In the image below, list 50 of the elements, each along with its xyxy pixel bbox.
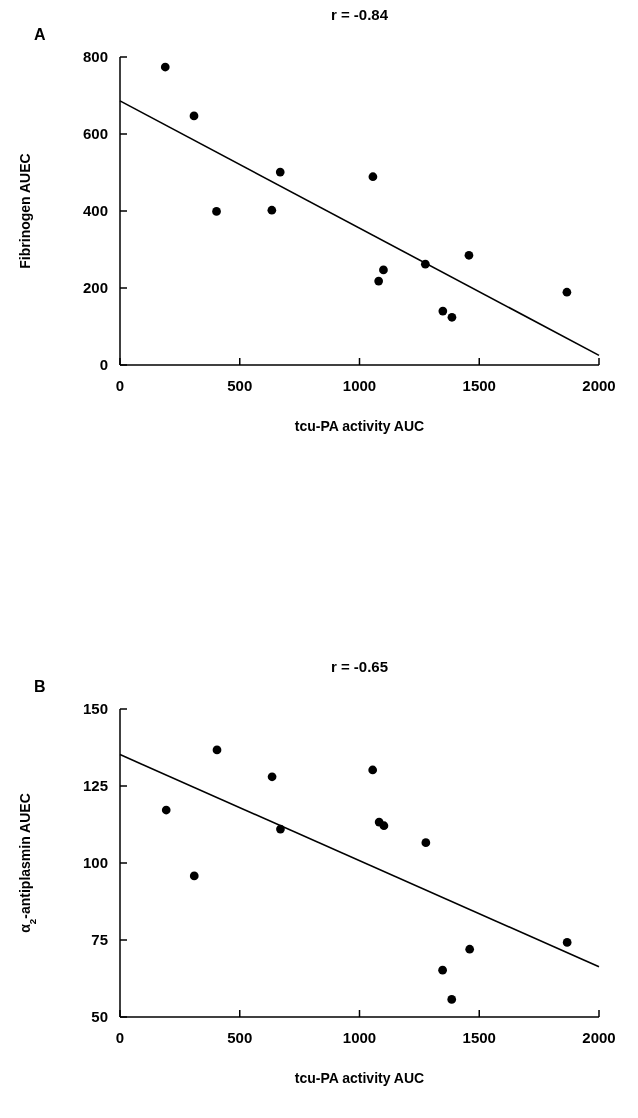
x-tick-label: 0 [115, 377, 125, 394]
point [368, 765, 378, 775]
x-tick-label: 0 [115, 1029, 125, 1046]
x-tick-label: 1500 [462, 377, 496, 394]
point [189, 871, 199, 881]
point [275, 167, 285, 177]
point [189, 111, 199, 121]
point [160, 62, 170, 72]
x-tick-label: 1000 [342, 377, 377, 394]
point [562, 938, 572, 947]
point [464, 250, 474, 260]
point [447, 995, 457, 1004]
point [447, 312, 457, 322]
point [379, 265, 388, 275]
y-tick-label: 600 [82, 125, 108, 143]
point [161, 805, 171, 815]
x-tick-label: 500 [227, 1029, 253, 1046]
y-tick-label: 150 [82, 700, 108, 718]
x-tick-label: 1000 [342, 1029, 377, 1046]
x-axis-title: tcu-PA activity AUC [294, 418, 425, 434]
point [212, 207, 221, 216]
y-tick-label: 75 [91, 931, 108, 949]
point [212, 745, 222, 755]
point [267, 205, 277, 215]
y-tick-label: 50 [91, 1008, 108, 1026]
x-tick-label: 500 [227, 377, 253, 394]
y-tick-label: 200 [82, 279, 108, 297]
point [379, 821, 389, 831]
y-tick-label: 0 [99, 356, 108, 374]
point [421, 838, 431, 848]
y-tick-label: 400 [82, 202, 108, 220]
y-tick-label: 800 [82, 48, 108, 66]
point [438, 306, 448, 316]
y-tick-label: 100 [82, 854, 108, 872]
text: B [34, 678, 46, 695]
point [374, 276, 384, 286]
x-axis-title: tcu-PA activity AUC [294, 1070, 425, 1086]
chart-title: r = -0.65 [330, 658, 389, 675]
point [562, 287, 572, 297]
point [368, 172, 378, 182]
y-tick-label: 125 [82, 777, 108, 795]
point [465, 944, 475, 954]
x-tick-label: 2000 [582, 1029, 616, 1046]
point [267, 772, 277, 782]
point [438, 965, 447, 975]
text: A [34, 26, 46, 43]
y-axis-title: Fibrinogen AUEC [17, 153, 33, 269]
chart-title: r = -0.84 [330, 6, 389, 23]
x-tick-label: 2000 [582, 377, 616, 394]
x-tick-label: 1500 [462, 1029, 496, 1046]
